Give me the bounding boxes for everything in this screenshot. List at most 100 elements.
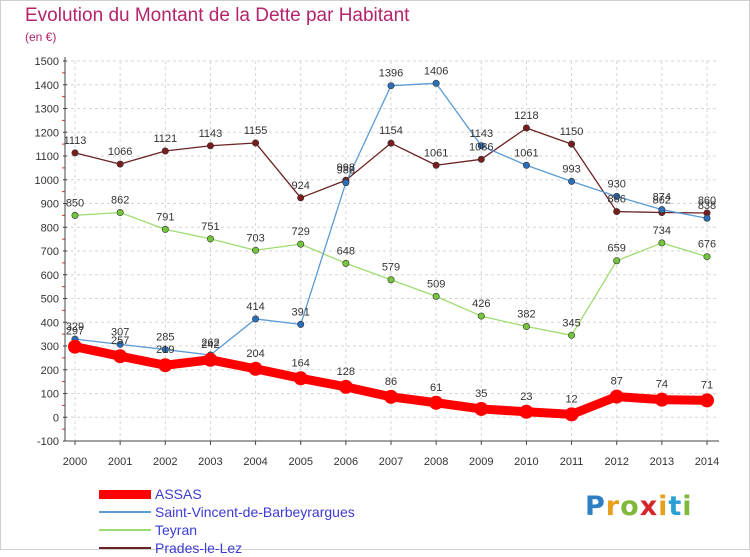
data-label: 414 [246, 301, 264, 313]
data-label: 1150 [560, 126, 584, 138]
data-label: 128 [337, 366, 355, 378]
data-point [293, 371, 308, 386]
y-tick-label: -100 [37, 436, 59, 448]
data-point [613, 192, 621, 200]
y-tick-label: 400 [41, 317, 59, 329]
x-tick-label: 2003 [198, 456, 222, 468]
y-tick-label: 0 [53, 412, 59, 424]
data-point [522, 323, 530, 331]
data-point [203, 352, 218, 367]
data-point [613, 208, 621, 216]
data-point [522, 161, 530, 169]
data-label: 87 [611, 376, 623, 388]
data-point [161, 346, 169, 354]
legend-swatch [99, 489, 151, 499]
data-label: 23 [520, 391, 532, 403]
data-point [158, 358, 173, 373]
data-label: 648 [337, 245, 355, 257]
data-label: 219 [156, 344, 174, 356]
data-label: 729 [292, 226, 310, 238]
data-point [432, 292, 440, 300]
data-point [703, 214, 711, 222]
data-label: 924 [292, 180, 310, 192]
data-label: 35 [475, 388, 487, 400]
x-tick-label: 2014 [695, 456, 719, 468]
data-label: 1061 [514, 147, 538, 159]
data-point [71, 149, 79, 157]
x-tick-label: 2005 [288, 456, 312, 468]
data-point [252, 315, 260, 323]
series-points [68, 79, 714, 422]
data-label: 1061 [424, 147, 448, 159]
data-point [613, 257, 621, 265]
data-point [432, 161, 440, 169]
data-point [568, 177, 576, 185]
data-label: 1154 [379, 125, 403, 137]
data-label: 988 [337, 165, 355, 177]
data-label: 1086 [469, 141, 493, 153]
logo-letter: i [682, 491, 693, 522]
data-point [206, 142, 214, 150]
legend-label: Teyran [155, 522, 198, 538]
data-point [432, 79, 440, 87]
data-point [342, 179, 350, 187]
data-point [658, 206, 666, 214]
data-label: 659 [608, 243, 626, 255]
data-point [68, 339, 82, 354]
proxiti-logo: Proxiti [585, 491, 693, 522]
data-label: 242 [201, 339, 219, 351]
axes: -100 0 100 200 300 400 500 600 700 800 900 1000 1100… [35, 56, 720, 468]
legend-swatch [99, 529, 151, 531]
data-point [477, 142, 485, 150]
data-label: 71 [701, 379, 713, 391]
data-point [387, 276, 395, 284]
data-point [161, 147, 169, 155]
x-tick-label: 2002 [153, 456, 177, 468]
data-label: 874 [653, 192, 671, 204]
data-label: 1143 [199, 128, 223, 140]
data-point [338, 379, 353, 394]
x-tick-label: 2011 [560, 456, 584, 468]
chart-title: Evolution du Montant de la Dette par Hab… [25, 5, 410, 26]
data-label: 74 [656, 379, 668, 391]
data-point [568, 140, 576, 148]
x-tick-label: 2006 [334, 456, 358, 468]
x-tick-label: 2010 [514, 456, 538, 468]
x-tick-label: 2008 [424, 456, 448, 468]
x-tick-label: 2001 [108, 456, 132, 468]
data-label: 86 [385, 376, 397, 388]
data-point [384, 389, 398, 404]
data-label: 862 [111, 195, 129, 207]
legend-swatch [99, 547, 151, 549]
data-labels: 1113 1066 1121 1143 1155 924 998 1154 1061 1086 12… [64, 65, 717, 405]
y-tick-label: 1000 [35, 175, 59, 187]
y-tick-label: 900 [41, 199, 59, 211]
data-label: 703 [246, 232, 264, 244]
y-tick-label: 100 [41, 389, 59, 401]
x-tick-label: 2004 [243, 456, 267, 468]
data-label: 204 [246, 348, 264, 360]
y-tick-label: 200 [41, 365, 59, 377]
data-label: 164 [292, 357, 310, 369]
data-point [477, 312, 485, 320]
data-label: 509 [427, 278, 445, 290]
data-label: 734 [653, 225, 671, 237]
data-label: 993 [562, 163, 580, 175]
logo-letter: r [605, 491, 621, 522]
legend-label: ASSAS [155, 486, 202, 502]
data-point [71, 211, 79, 219]
data-label: 1143 [469, 128, 493, 140]
data-label: 1406 [424, 65, 448, 77]
data-label: 262 [201, 337, 219, 349]
y-tick-label: 1200 [35, 127, 59, 139]
y-tick-label: 800 [41, 222, 59, 234]
y-tick-label: 1500 [35, 56, 59, 68]
data-point [429, 395, 444, 410]
legend-swatch [99, 511, 151, 513]
y-tick-label: 600 [41, 270, 59, 282]
data-point [700, 393, 714, 408]
data-label: 838 [698, 200, 716, 212]
legend-label: Prades-le-Lez [155, 540, 243, 556]
y-tick-label: 700 [41, 246, 59, 258]
